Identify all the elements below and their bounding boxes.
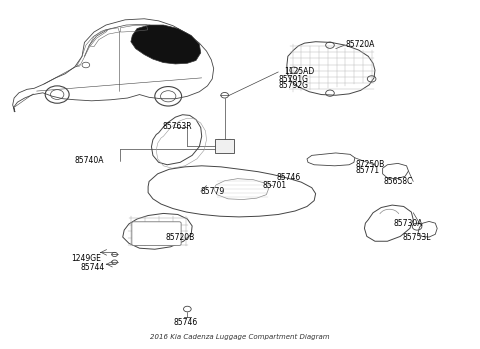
Text: 85771: 85771 — [356, 166, 380, 175]
Text: 85753L: 85753L — [403, 233, 431, 242]
Text: 85763R: 85763R — [162, 122, 192, 131]
Text: 85740A: 85740A — [75, 156, 104, 165]
Text: 1125AD: 1125AD — [285, 67, 315, 76]
Text: 85746: 85746 — [174, 318, 198, 327]
Text: 85720B: 85720B — [166, 233, 195, 242]
Text: 85791G: 85791G — [279, 75, 309, 84]
Text: 85792G: 85792G — [279, 81, 309, 90]
FancyBboxPatch shape — [132, 222, 181, 245]
Text: 85730A: 85730A — [393, 220, 423, 228]
Text: 87250B: 87250B — [356, 159, 385, 169]
Text: 85746: 85746 — [276, 173, 300, 183]
Text: 85701: 85701 — [262, 181, 286, 190]
Text: 1249GE: 1249GE — [72, 254, 101, 263]
Text: 85744: 85744 — [81, 263, 105, 272]
Text: 2016 Kia Cadenza Luggage Compartment Diagram: 2016 Kia Cadenza Luggage Compartment Dia… — [150, 334, 330, 340]
FancyBboxPatch shape — [215, 139, 234, 153]
Text: 85779: 85779 — [201, 187, 225, 196]
Text: 85658C: 85658C — [384, 177, 413, 186]
Polygon shape — [131, 25, 201, 64]
Text: 85720A: 85720A — [345, 40, 375, 49]
